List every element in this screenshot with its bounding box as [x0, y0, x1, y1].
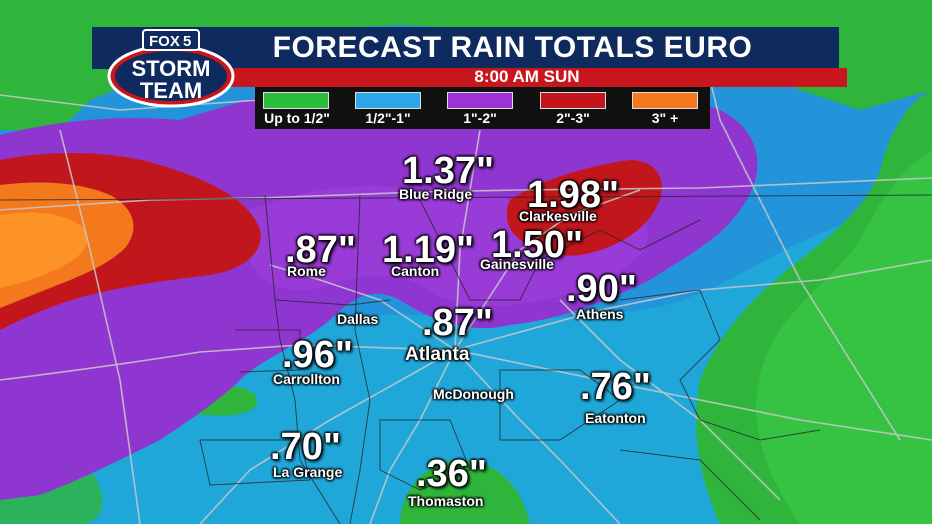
amount-thomaston: .36" [416, 453, 487, 495]
city-thomaston: Thomaston [408, 493, 484, 509]
city-carrollton: Carrollton [273, 371, 340, 387]
city-mcdonough: McDonough [433, 386, 514, 402]
amount-athens: .90" [566, 268, 637, 310]
fox5-storm-team-logo: FOX 5 STORM TEAM [107, 29, 235, 108]
city-rome: Rome [287, 263, 326, 279]
legend-label-three-plus: 3" + [651, 110, 679, 126]
logo-storm: STORM [131, 56, 210, 81]
logo-channel: 5 [183, 33, 191, 50]
legend-label-up-to-half: Up to 1/2" [264, 110, 330, 126]
legend-swatch-two-to-three [540, 92, 606, 109]
county-borders [0, 194, 932, 524]
amount-atlanta: .87" [422, 302, 493, 344]
time-banner [207, 68, 847, 87]
legend-label-two-to-three: 2"-3" [556, 110, 590, 126]
legend-swatch-up-to-half [263, 92, 329, 109]
amount-la-grange: .70" [270, 426, 341, 468]
road-network [0, 39, 932, 524]
amount-canton: 1.19" [382, 229, 474, 271]
city-gainesville: Gainesville [480, 256, 554, 272]
city-dallas: Dallas [337, 311, 379, 327]
amount-gainesville: 1.50" [491, 224, 583, 266]
legend-label-half-to-one: 1/2"-1" [365, 110, 411, 126]
city-atlanta: Atlanta [405, 344, 470, 365]
logo-network: FOX [149, 33, 180, 50]
amount-eatonton: .76" [580, 366, 651, 408]
logo-team: TEAM [140, 78, 202, 103]
page-title: FORECAST RAIN TOTALS EURO [272, 31, 753, 64]
city-athens: Athens [576, 306, 624, 322]
amount-clarkesville: 1.98" [527, 174, 619, 216]
forecast-time: 8:00 AM SUN [474, 67, 580, 86]
city-la-grange: La Grange [273, 464, 343, 480]
legend-swatch-half-to-one [355, 92, 421, 109]
legend-label-one-to-two: 1"-2" [463, 110, 497, 126]
city-canton: Canton [391, 263, 440, 279]
amount-carrollton: .96" [282, 334, 353, 376]
city-eatonton: Eatonton [585, 410, 646, 426]
legend-swatch-one-to-two [447, 92, 513, 109]
legend-swatch-three-plus [632, 92, 698, 109]
city-clarkesville: Clarkesville [519, 208, 597, 224]
amount-rome: .87" [285, 229, 356, 271]
amount-blue-ridge: 1.37" [402, 150, 494, 192]
city-blue-ridge: Blue Ridge [399, 186, 473, 202]
